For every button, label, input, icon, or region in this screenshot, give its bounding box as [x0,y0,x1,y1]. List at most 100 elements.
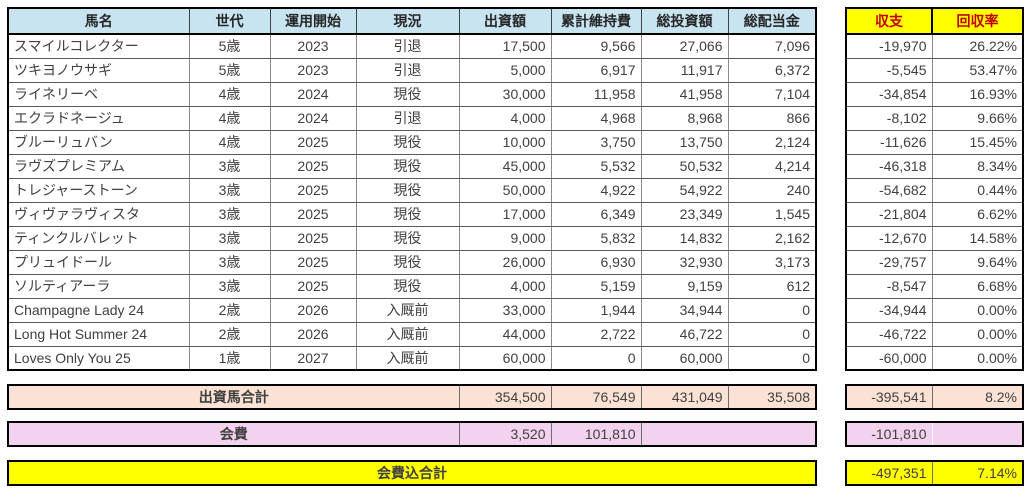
investment-cell[interactable]: 17,500 [458,33,552,59]
total-investment-cell[interactable]: 54,922 [640,177,729,203]
operation-start-cell[interactable]: 2025 [269,249,357,275]
membership-recovery-empty-cell[interactable] [932,421,1024,447]
dividend-cell[interactable]: 2,162 [727,225,817,251]
grand-total-recovery-cell[interactable]: 7.14% [931,460,1024,486]
maintenance-cell[interactable]: 6,349 [550,201,642,227]
investment-cell[interactable]: 10,000 [458,129,552,155]
recovery-cell[interactable]: 9.66% [931,105,1024,131]
investment-cell[interactable]: 33,000 [458,297,552,323]
generation-cell[interactable]: 3歳 [188,249,271,275]
maintenance-cell[interactable]: 4,922 [550,177,642,203]
status-cell[interactable]: 引退 [355,57,460,83]
investment-cell[interactable]: 30,000 [458,81,552,107]
generation-cell[interactable]: 2歳 [188,297,271,323]
status-cell[interactable]: 現役 [355,249,460,275]
generation-cell[interactable]: 3歳 [188,201,271,227]
investment-cell[interactable]: 9,000 [458,225,552,251]
balance-cell[interactable]: -60,000 [845,345,933,371]
horse-name-cell[interactable]: ティンクルバレット [7,225,190,251]
header-current-status[interactable]: 現況 [355,7,460,35]
generation-cell[interactable]: 4歳 [188,81,271,107]
header-balance[interactable]: 収支 [845,7,933,35]
header-total-investment[interactable]: 総投資額 [640,7,729,35]
dividend-cell[interactable]: 6,372 [727,57,817,83]
balance-cell[interactable]: -8,102 [845,105,933,131]
dividend-cell[interactable]: 612 [727,273,817,299]
horse-name-cell[interactable]: Loves Only You 25 [7,345,190,371]
generation-cell[interactable]: 5歳 [188,33,271,59]
recovery-cell[interactable]: 0.44% [931,177,1024,203]
horse-name-cell[interactable]: プリュイドール [7,249,190,275]
investment-cell[interactable]: 26,000 [458,249,552,275]
header-operation-start[interactable]: 運用開始 [269,7,357,35]
status-cell[interactable]: 現役 [355,129,460,155]
horse-name-cell[interactable]: ツキヨノウサギ [7,57,190,83]
grand-total-balance-cell[interactable]: -497,351 [845,460,933,486]
total-investment-cell[interactable]: 32,930 [640,249,729,275]
dividend-cell[interactable]: 7,096 [727,33,817,59]
recovery-cell[interactable]: 26.22% [931,33,1024,59]
maintenance-cell[interactable]: 5,159 [550,273,642,299]
status-cell[interactable]: 現役 [355,273,460,299]
horse-name-cell[interactable]: トレジャーストーン [7,177,190,203]
maintenance-cell[interactable]: 5,532 [550,153,642,179]
maintenance-cell[interactable]: 2,722 [550,321,642,347]
investment-cell[interactable]: 50,000 [458,177,552,203]
operation-start-cell[interactable]: 2024 [269,81,357,107]
status-cell[interactable]: 現役 [355,177,460,203]
total-investment-cell[interactable]: 23,349 [640,201,729,227]
generation-cell[interactable]: 3歳 [188,177,271,203]
horse-name-cell[interactable]: ライネリーベ [7,81,190,107]
dividend-cell[interactable]: 0 [727,321,817,347]
horses-total-investment-cell[interactable]: 354,500 [458,384,552,410]
operation-start-cell[interactable]: 2025 [269,129,357,155]
horse-name-cell[interactable]: Long Hot Summer 24 [7,321,190,347]
dividend-cell[interactable]: 866 [727,105,817,131]
total-investment-cell[interactable]: 11,917 [640,57,729,83]
operation-start-cell[interactable]: 2025 [269,273,357,299]
balance-cell[interactable]: -34,854 [845,81,933,107]
membership-fee-maintenance-cell[interactable]: 101,810 [550,421,642,447]
membership-fee-empty-cell[interactable] [640,421,817,447]
horses-total-balance-cell[interactable]: -395,541 [845,384,933,410]
balance-cell[interactable]: -54,682 [845,177,933,203]
status-cell[interactable]: 引退 [355,33,460,59]
dividend-cell[interactable]: 0 [727,297,817,323]
recovery-cell[interactable]: 0.00% [931,297,1024,323]
status-cell[interactable]: 入厩前 [355,345,460,371]
balance-cell[interactable]: -19,970 [845,33,933,59]
maintenance-cell[interactable]: 5,832 [550,225,642,251]
total-investment-cell[interactable]: 50,532 [640,153,729,179]
investment-cell[interactable]: 17,000 [458,201,552,227]
total-investment-cell[interactable]: 8,968 [640,105,729,131]
balance-cell[interactable]: -12,670 [845,225,933,251]
generation-cell[interactable]: 4歳 [188,129,271,155]
horses-total-dividend-cell[interactable]: 35,508 [727,384,817,410]
recovery-cell[interactable]: 9.64% [931,249,1024,275]
maintenance-cell[interactable]: 9,566 [550,33,642,59]
operation-start-cell[interactable]: 2027 [269,345,357,371]
generation-cell[interactable]: 3歳 [188,153,271,179]
recovery-cell[interactable]: 15.45% [931,129,1024,155]
investment-cell[interactable]: 5,000 [458,57,552,83]
dividend-cell[interactable]: 1,545 [727,201,817,227]
recovery-cell[interactable]: 6.68% [931,273,1024,299]
balance-cell[interactable]: -34,944 [845,297,933,323]
horse-name-cell[interactable]: ソルティアーラ [7,273,190,299]
generation-cell[interactable]: 4歳 [188,105,271,131]
status-cell[interactable]: 現役 [355,201,460,227]
header-recovery-rate[interactable]: 回収率 [931,7,1024,35]
investment-cell[interactable]: 4,000 [458,105,552,131]
operation-start-cell[interactable]: 2025 [269,177,357,203]
operation-start-cell[interactable]: 2023 [269,57,357,83]
operation-start-cell[interactable]: 2025 [269,153,357,179]
total-investment-cell[interactable]: 41,958 [640,81,729,107]
balance-cell[interactable]: -8,547 [845,273,933,299]
balance-cell[interactable]: -29,757 [845,249,933,275]
generation-cell[interactable]: 3歳 [188,273,271,299]
status-cell[interactable]: 入厩前 [355,297,460,323]
operation-start-cell[interactable]: 2025 [269,201,357,227]
horse-name-cell[interactable]: Champagne Lady 24 [7,297,190,323]
operation-start-cell[interactable]: 2023 [269,33,357,59]
status-cell[interactable]: 入厩前 [355,321,460,347]
